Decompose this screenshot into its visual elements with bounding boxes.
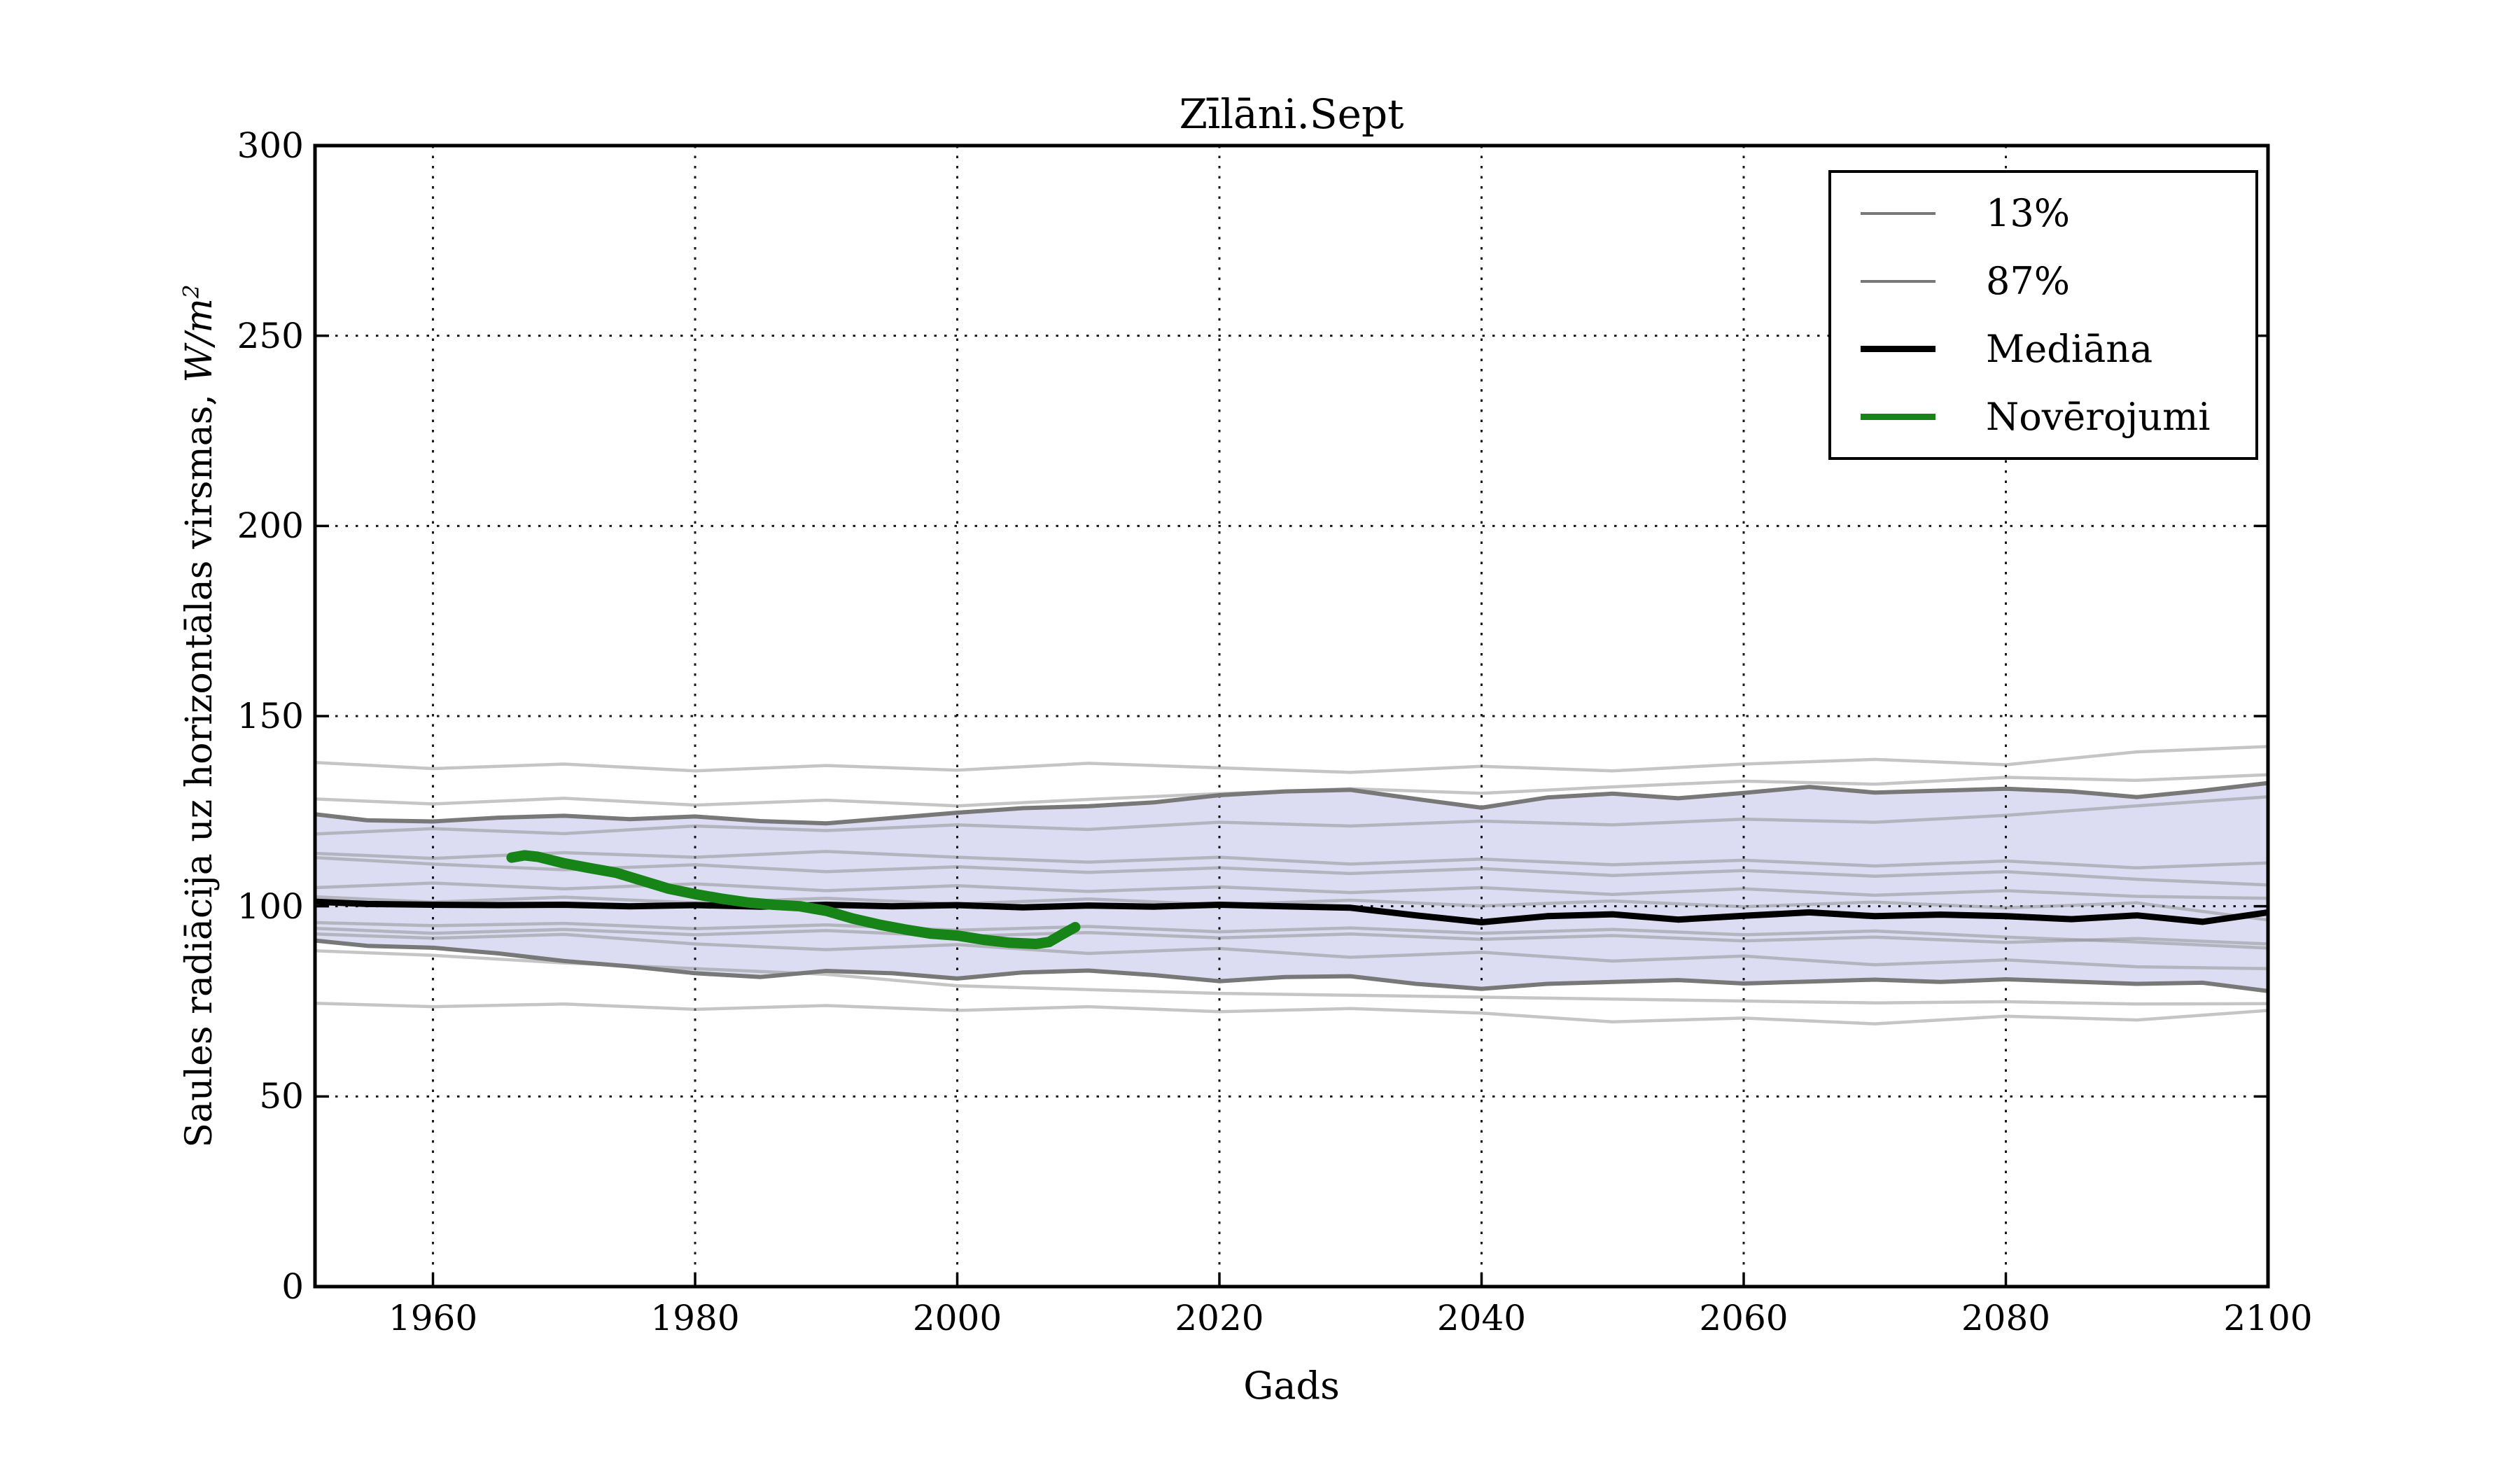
legend-swatch-13pct bbox=[1861, 211, 1935, 215]
y-tick-label: 150 bbox=[237, 696, 304, 736]
observations-line bbox=[506, 850, 1081, 949]
y-tick-label: 100 bbox=[237, 886, 304, 927]
x-tick-label: 2040 bbox=[1436, 1298, 1527, 1338]
percentile-87-line bbox=[314, 780, 2269, 826]
ensemble-line bbox=[314, 850, 2269, 870]
x-tick-label: 1960 bbox=[388, 1298, 478, 1338]
legend-item-label: 87% bbox=[1986, 259, 2071, 303]
ensemble-line bbox=[314, 855, 2269, 887]
legend-item: Novērojumi bbox=[1831, 383, 2255, 451]
percentile-13-line bbox=[314, 938, 2269, 993]
x-tick-label: 2080 bbox=[1961, 1298, 2051, 1338]
ensemble-line bbox=[314, 794, 2269, 836]
legend: 13% 87% Mediāna Novērojumi bbox=[1828, 170, 2258, 460]
legend-item: Mediāna bbox=[1831, 315, 2255, 383]
legend-item-label: 13% bbox=[1986, 191, 2071, 235]
ensemble-line bbox=[314, 926, 2269, 946]
legend-item: 87% bbox=[1831, 247, 2255, 315]
x-tick-label: 2100 bbox=[2223, 1298, 2313, 1338]
chart-title: Zīlāni.Sept bbox=[1179, 90, 1404, 138]
y-tick-label: 250 bbox=[237, 315, 304, 356]
y-axis-label-text: Saules radiācija uz horizontālas virsmas… bbox=[178, 382, 220, 1148]
x-axis-label: Gads bbox=[1243, 1364, 1340, 1408]
x-tick-label: 2000 bbox=[912, 1298, 1002, 1338]
ensemble-line bbox=[314, 1001, 2269, 1026]
y-tick-label: 200 bbox=[237, 505, 304, 547]
y-tick-label: 50 bbox=[259, 1076, 304, 1117]
legend-swatch-novērojumi bbox=[1861, 414, 1935, 420]
y-tick-label: 300 bbox=[237, 125, 304, 166]
ensemble-line bbox=[314, 895, 2269, 922]
ensemble-line bbox=[314, 881, 2269, 900]
ensemble-line bbox=[314, 932, 2269, 971]
y-tick-label: 0 bbox=[281, 1266, 304, 1307]
y-axis-label-unit: W/m2 bbox=[178, 284, 220, 383]
legend-item: 13% bbox=[1831, 179, 2255, 247]
legend-swatch-mediāna bbox=[1861, 346, 1935, 352]
ensemble-line bbox=[314, 920, 2269, 950]
x-tick-label: 2020 bbox=[1175, 1298, 1264, 1338]
legend-item-label: Mediāna bbox=[1986, 327, 2153, 371]
x-tick-label: 1980 bbox=[650, 1298, 740, 1338]
ensemble-line bbox=[314, 745, 2269, 774]
legend-swatch-87pct bbox=[1861, 279, 1935, 283]
x-tick-label: 2060 bbox=[1699, 1298, 1788, 1338]
median-line bbox=[314, 898, 2269, 925]
legend-item-label: Novērojumi bbox=[1986, 395, 2211, 439]
y-axis-label: Saules radiācija uz horizontālas virsmas… bbox=[178, 284, 220, 1147]
